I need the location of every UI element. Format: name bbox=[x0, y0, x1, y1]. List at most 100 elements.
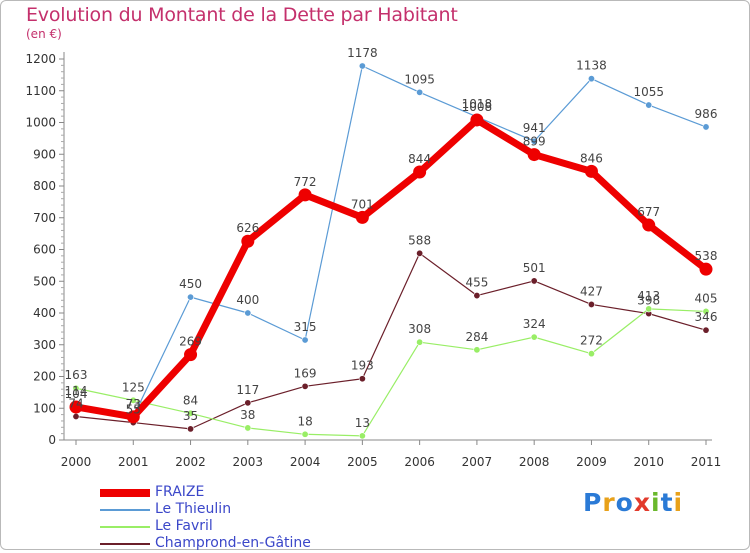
data-point bbox=[244, 399, 252, 407]
data-point bbox=[187, 409, 195, 417]
data-point bbox=[69, 400, 83, 414]
data-point bbox=[413, 165, 427, 179]
data-label: 398 bbox=[637, 294, 660, 308]
data-label: 169 bbox=[294, 366, 317, 380]
data-point bbox=[699, 262, 713, 276]
logo-letter: o bbox=[615, 488, 634, 517]
series-line-0 bbox=[72, 116, 710, 421]
y-tick-label: 1100 bbox=[25, 84, 56, 98]
legend-label-fraize: FRAIZE bbox=[155, 484, 205, 500]
y-tick-label: 1000 bbox=[25, 116, 56, 130]
data-label: 163 bbox=[65, 368, 88, 382]
legend-label-champrond: Champrond-en-Gâtine bbox=[155, 535, 311, 551]
data-point bbox=[244, 424, 252, 432]
data-label: 844 bbox=[408, 152, 431, 166]
data-point bbox=[645, 305, 653, 313]
data-point bbox=[702, 326, 710, 334]
x-tick-label: 2003 bbox=[233, 455, 264, 469]
data-label: 114 bbox=[65, 384, 88, 398]
data-point bbox=[187, 293, 195, 301]
data-label: 405 bbox=[695, 291, 718, 305]
data-label: 986 bbox=[695, 107, 718, 121]
data-label: 450 bbox=[179, 277, 202, 291]
data-label: 400 bbox=[236, 293, 259, 307]
data-point bbox=[702, 307, 710, 315]
x-tick-label: 2009 bbox=[576, 455, 607, 469]
data-label: 55 bbox=[126, 403, 141, 417]
y-tick-label: 900 bbox=[33, 147, 56, 161]
data-label: 1138 bbox=[576, 59, 607, 73]
x-tick-label: 2000 bbox=[61, 455, 92, 469]
data-label: 73 bbox=[126, 397, 141, 411]
y-tick-label: 100 bbox=[33, 401, 56, 415]
data-label: 501 bbox=[523, 261, 546, 275]
data-label: 104 bbox=[65, 387, 88, 401]
data-point bbox=[184, 348, 198, 362]
data-label: 677 bbox=[637, 205, 660, 219]
data-point bbox=[473, 346, 481, 354]
logo-letter: t bbox=[660, 488, 674, 517]
y-tick-label: 400 bbox=[33, 306, 56, 320]
legend-swatch-champrond bbox=[100, 543, 150, 545]
legend-swatch-le-thieulin bbox=[100, 509, 150, 511]
data-label: 193 bbox=[351, 359, 374, 373]
data-point bbox=[187, 425, 195, 433]
data-point bbox=[416, 338, 424, 346]
data-label: 73 bbox=[126, 397, 141, 411]
data-label: 315 bbox=[294, 320, 317, 334]
data-point bbox=[587, 75, 595, 83]
data-point bbox=[358, 375, 366, 383]
data-label: 1018 bbox=[462, 97, 493, 111]
data-point bbox=[301, 430, 309, 438]
data-label: 272 bbox=[580, 334, 603, 348]
data-label: 1055 bbox=[633, 85, 664, 99]
data-label: 899 bbox=[523, 135, 546, 149]
y-tick-label: 700 bbox=[33, 211, 56, 225]
data-point bbox=[72, 384, 80, 392]
x-tick-label: 2002 bbox=[175, 455, 206, 469]
data-label: 35 bbox=[183, 409, 198, 423]
data-point bbox=[72, 413, 80, 421]
data-point bbox=[355, 210, 369, 224]
logo-letter: P bbox=[583, 488, 603, 517]
data-label: 269 bbox=[179, 335, 202, 349]
x-tick-label: 2008 bbox=[519, 455, 550, 469]
data-point bbox=[587, 300, 595, 308]
data-label: 117 bbox=[236, 383, 259, 397]
logo-letter: x bbox=[633, 488, 651, 517]
unit-label: (en €) bbox=[26, 27, 62, 41]
data-label: 427 bbox=[580, 284, 603, 298]
data-label: 346 bbox=[695, 310, 718, 324]
data-label: 308 bbox=[408, 322, 431, 336]
data-point bbox=[416, 88, 424, 96]
y-tick-label: 800 bbox=[33, 179, 56, 193]
legend-swatch-fraize bbox=[100, 489, 150, 497]
data-point bbox=[301, 336, 309, 344]
data-point bbox=[416, 249, 424, 257]
data-label: 125 bbox=[122, 380, 145, 394]
data-label: 324 bbox=[523, 317, 546, 331]
y-tick-label: 300 bbox=[33, 338, 56, 352]
x-tick-label: 2006 bbox=[404, 455, 435, 469]
data-point bbox=[584, 164, 598, 178]
chart-title: Evolution du Montant de la Dette par Hab… bbox=[26, 4, 458, 26]
data-label: 284 bbox=[465, 330, 488, 344]
x-tick-label: 2005 bbox=[347, 455, 378, 469]
data-label: 1008 bbox=[462, 100, 493, 114]
legend-swatch-le-favril bbox=[100, 526, 150, 528]
x-tick-label: 2004 bbox=[290, 455, 321, 469]
y-tick-label: 0 bbox=[48, 433, 56, 447]
data-label: 941 bbox=[523, 121, 546, 135]
y-tick-label: 600 bbox=[33, 243, 56, 257]
data-label: 455 bbox=[465, 276, 488, 290]
data-label: 626 bbox=[236, 221, 259, 235]
data-point bbox=[645, 101, 653, 109]
data-point bbox=[642, 218, 656, 232]
data-label: 772 bbox=[294, 175, 317, 189]
data-point bbox=[298, 188, 312, 202]
logo-letter: i bbox=[651, 488, 661, 517]
series-line-3 bbox=[75, 252, 707, 430]
x-tick-label: 2010 bbox=[633, 455, 664, 469]
data-point bbox=[301, 382, 309, 390]
